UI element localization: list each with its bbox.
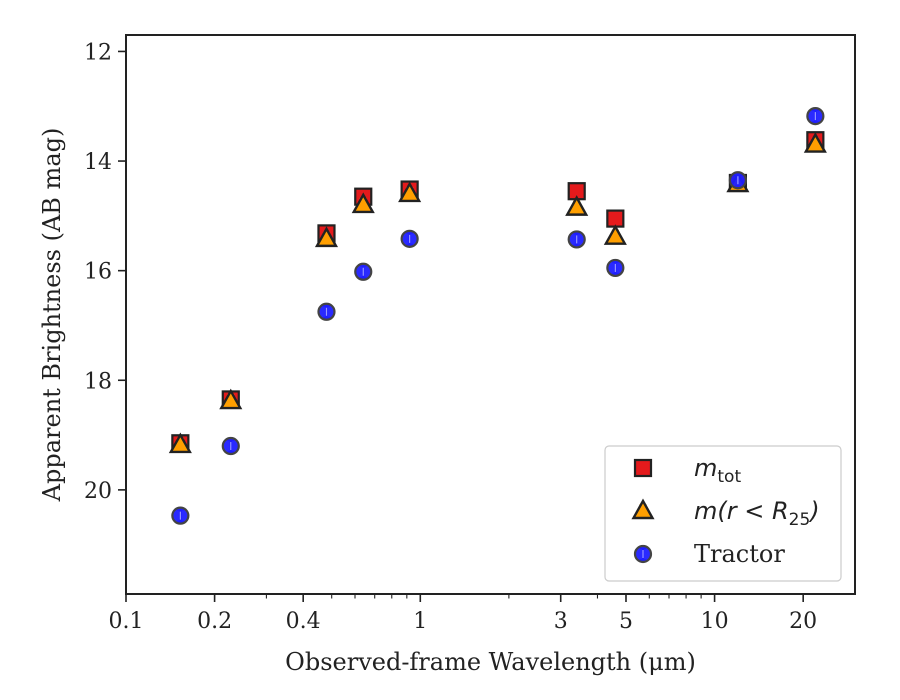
data-point xyxy=(314,226,339,248)
data-point xyxy=(565,195,589,216)
triangle-marker xyxy=(631,498,655,520)
triangle-marker xyxy=(168,432,192,454)
legend-label-end: ) xyxy=(808,497,819,525)
data-point xyxy=(171,506,190,525)
legend-box xyxy=(604,445,842,582)
triangle-marker xyxy=(398,181,422,203)
triangle-marker xyxy=(603,224,627,245)
legend-label-base: m xyxy=(694,454,717,482)
series-square xyxy=(171,131,825,453)
x-tick-label: 3 xyxy=(554,609,568,634)
legend: mtot m(r < R25) Tractor xyxy=(604,445,842,582)
series-circle xyxy=(171,107,825,525)
data-point xyxy=(603,224,627,245)
square-marker xyxy=(606,209,625,228)
data-point xyxy=(803,132,827,153)
triangle-marker xyxy=(803,132,827,153)
triangle-marker xyxy=(219,388,243,410)
legend-label: Tractor xyxy=(694,540,785,568)
data-point xyxy=(567,230,586,249)
x-axis-label: Observed-frame Wavelength (μm) xyxy=(285,648,696,676)
x-tick-label: 1 xyxy=(413,609,427,634)
data-point xyxy=(351,192,375,214)
x-tick-label: 0.4 xyxy=(286,609,321,634)
legend-marker xyxy=(631,498,655,520)
legend-label-base: Tractor xyxy=(694,540,785,568)
x-tick-label: 0.1 xyxy=(109,609,144,634)
x-tick-label: 10 xyxy=(701,609,729,634)
data-point xyxy=(317,302,336,321)
plot-marks xyxy=(168,107,827,525)
legend-marker xyxy=(633,544,653,564)
x-tick-label: 5 xyxy=(619,609,633,634)
data-point xyxy=(219,388,243,410)
triangle-marker xyxy=(351,192,375,214)
y-axis-label: Apparent Brightness (AB mag) xyxy=(38,128,66,503)
triangle-marker xyxy=(314,226,339,248)
legend-label: mtot xyxy=(694,454,741,487)
x-tick-label: 20 xyxy=(789,609,817,634)
x-tick-label: 0.2 xyxy=(197,609,232,634)
data-point xyxy=(400,229,419,248)
legend-label-base: m(r < R xyxy=(694,497,789,525)
legend-label-subscript: 25 xyxy=(789,510,811,530)
data-point xyxy=(728,171,747,190)
y-tick-label: 12 xyxy=(84,40,112,65)
data-point xyxy=(606,209,625,228)
y-tick-label: 18 xyxy=(84,369,112,394)
square-marker xyxy=(633,458,653,478)
data-point xyxy=(806,107,825,126)
data-point xyxy=(168,432,192,454)
y-tick-label: 16 xyxy=(84,260,112,285)
triangle-marker xyxy=(565,195,589,216)
y-tick-label: 20 xyxy=(84,479,112,504)
data-point xyxy=(606,258,625,278)
axes: 0.1 0.2 0.4 1 3 5 10 20 12 14 16 18 20 Observed-frame… xyxy=(38,34,856,676)
data-point xyxy=(221,436,240,456)
data-point xyxy=(354,262,373,281)
series-triangle xyxy=(168,132,827,454)
y-tick-label: 14 xyxy=(84,150,112,175)
legend-marker xyxy=(633,458,653,478)
legend-label: m(r < R25) xyxy=(694,497,820,530)
plot-frame xyxy=(125,34,856,595)
legend-label-subscript: tot xyxy=(717,467,741,487)
data-point xyxy=(398,181,422,203)
